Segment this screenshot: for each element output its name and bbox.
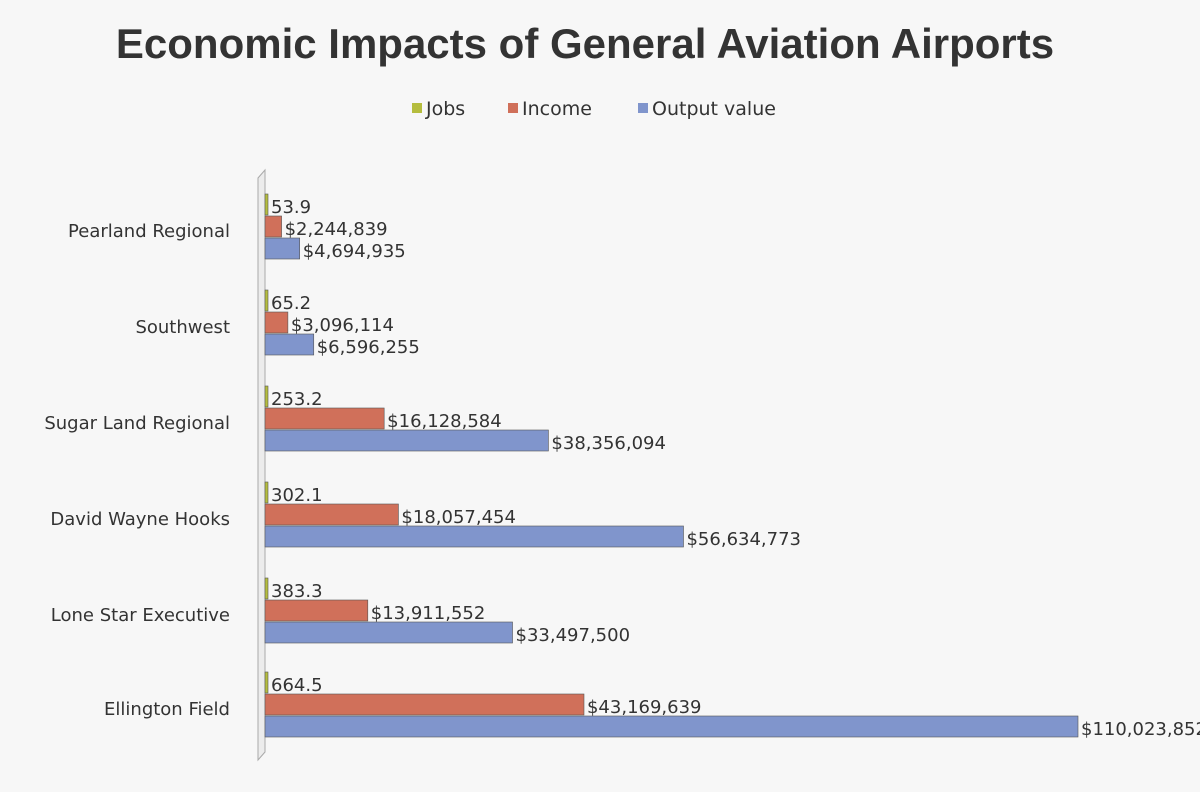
bar-output-value [264, 429, 549, 452]
category-label: Pearland Regional [68, 221, 230, 242]
data-label: 664.5 [271, 675, 323, 696]
bar-jobs [264, 289, 269, 312]
data-label: $38,356,094 [551, 433, 666, 454]
data-label: $6,596,255 [317, 337, 420, 358]
data-label: $13,911,552 [371, 603, 486, 624]
data-label: $18,057,454 [401, 507, 516, 528]
data-label: 65.2 [271, 293, 311, 314]
bar-income [264, 311, 289, 334]
category-label: Lone Star Executive [51, 605, 230, 626]
chart-title: Economic Impacts of General Aviation Air… [116, 20, 1054, 67]
data-label: $33,497,500 [516, 625, 631, 646]
bar-income [264, 407, 385, 430]
data-label: 302.1 [271, 485, 323, 506]
category-axis [257, 168, 266, 762]
bar-output-value [264, 715, 1079, 738]
data-label: 383.3 [271, 581, 323, 602]
bar-jobs [264, 193, 269, 216]
legend-label-2: Output value [652, 98, 776, 120]
bar-income [264, 503, 399, 526]
data-label: 253.2 [271, 389, 323, 410]
legend-swatch-0 [412, 103, 422, 113]
data-label: $56,634,773 [686, 529, 801, 550]
bar-output-value [264, 333, 315, 356]
data-label: $16,128,584 [387, 411, 502, 432]
data-label: $4,694,935 [303, 241, 406, 262]
bar-output-value [264, 525, 684, 548]
legend-swatch-1 [508, 103, 518, 113]
category-label: Ellington Field [104, 699, 230, 720]
category-label: Southwest [135, 317, 230, 338]
axis-wall [257, 168, 266, 762]
bar-jobs [264, 481, 269, 504]
data-label: $110,023,852 [1081, 719, 1200, 740]
category-label: Sugar Land Regional [44, 413, 230, 434]
data-label: $2,244,839 [285, 219, 388, 240]
bar-jobs [264, 577, 269, 600]
bar-jobs [264, 385, 269, 408]
data-label: 53.9 [271, 197, 311, 218]
category-label: David Wayne Hooks [50, 509, 230, 530]
bar-income [264, 215, 282, 238]
data-label: $43,169,639 [587, 697, 702, 718]
legend-label-0: Jobs [425, 98, 465, 120]
bar-income [264, 599, 369, 622]
data-label: $3,096,114 [291, 315, 394, 336]
bar-output-value [264, 621, 513, 644]
bar-jobs [264, 671, 269, 694]
legend-swatch-2 [638, 103, 648, 113]
legend: Jobs Income Output value [412, 98, 776, 120]
legend-label-1: Income [522, 98, 592, 120]
bar-output-value [264, 237, 300, 260]
bar-income [264, 693, 585, 716]
